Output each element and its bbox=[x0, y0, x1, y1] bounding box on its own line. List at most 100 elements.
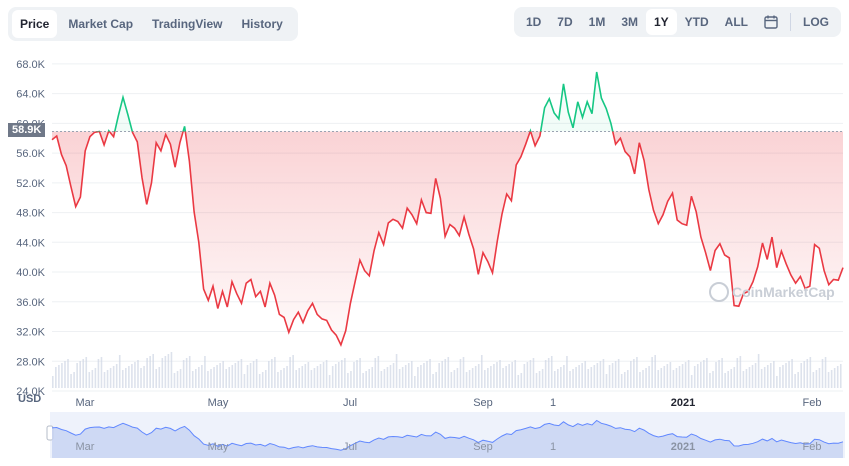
volume-bar bbox=[289, 357, 291, 388]
volume-bar bbox=[109, 368, 112, 388]
volume-bar bbox=[277, 372, 279, 388]
volume-bar bbox=[517, 375, 520, 388]
volume-bar bbox=[563, 365, 565, 388]
tab-tradingview[interactable]: TradingView bbox=[152, 17, 223, 31]
volume-bar bbox=[228, 367, 231, 388]
volume-bar bbox=[155, 369, 158, 388]
navigator-x-label: Mar bbox=[76, 441, 95, 453]
volume-bar bbox=[724, 373, 726, 388]
volume-bar bbox=[471, 368, 474, 388]
volume-bar bbox=[788, 361, 790, 388]
volume-bar bbox=[727, 371, 729, 388]
volume-bar bbox=[803, 361, 806, 388]
volume-bar bbox=[602, 359, 605, 388]
volume-bar bbox=[782, 365, 784, 388]
y-tick-label: 56.0K bbox=[16, 148, 45, 160]
volume-bar bbox=[271, 359, 273, 388]
volume-bar bbox=[283, 368, 285, 388]
range-3m-button[interactable]: 3M bbox=[621, 15, 638, 29]
volume-bar bbox=[198, 367, 200, 388]
volume-bar bbox=[295, 370, 297, 388]
volume-bar bbox=[709, 373, 711, 388]
range-1d-button[interactable]: 1D bbox=[525, 15, 542, 29]
volume-bar bbox=[490, 366, 492, 388]
volume-bar bbox=[131, 364, 133, 388]
volume-bar bbox=[73, 372, 75, 388]
volume-bar bbox=[401, 367, 404, 388]
range-all-button[interactable]: ALL bbox=[724, 15, 748, 29]
volume-bar bbox=[815, 370, 818, 388]
volume-bar bbox=[219, 363, 221, 388]
volume-bar bbox=[639, 372, 641, 388]
volume-bar bbox=[149, 356, 151, 388]
calendar-icon[interactable] bbox=[764, 15, 778, 29]
range-1m-button[interactable]: 1M bbox=[588, 15, 606, 29]
volume-bar bbox=[496, 362, 498, 388]
volume-bar bbox=[553, 371, 556, 388]
volume-bar bbox=[380, 371, 383, 388]
volume-bar bbox=[681, 364, 684, 388]
volume-bar bbox=[337, 362, 340, 388]
volume-bar bbox=[480, 355, 483, 388]
volume-bar bbox=[493, 364, 495, 388]
volume-bar bbox=[374, 358, 377, 388]
volume-bar bbox=[754, 363, 757, 388]
volume-bar bbox=[730, 369, 733, 388]
range-1y-button[interactable]: 1Y bbox=[645, 9, 677, 35]
volume-bar bbox=[818, 368, 821, 388]
volume-bar bbox=[745, 369, 748, 388]
volume-bar bbox=[350, 371, 352, 388]
navigator-x-label: 1 bbox=[550, 441, 556, 453]
volume-bar bbox=[806, 359, 809, 388]
volume-bar bbox=[173, 373, 176, 388]
volume-bar bbox=[310, 370, 313, 388]
volume-bar bbox=[605, 374, 608, 388]
tab-price[interactable]: Price bbox=[12, 10, 58, 38]
volume-bar bbox=[538, 371, 541, 388]
volume-bar bbox=[596, 363, 599, 388]
range-7d-button[interactable]: 7D bbox=[557, 15, 573, 29]
volume-bar bbox=[450, 372, 453, 388]
volume-bar bbox=[474, 366, 477, 388]
volume-bar bbox=[170, 352, 173, 388]
volume-bar bbox=[52, 376, 54, 388]
volume-bar bbox=[477, 364, 480, 388]
volume-bar bbox=[274, 357, 276, 388]
volume-bar bbox=[188, 356, 191, 388]
y-tick-label: 24.0K bbox=[16, 386, 45, 398]
volume-bar bbox=[292, 355, 294, 388]
volume-bar bbox=[684, 362, 687, 388]
y-tick-label: 36.0K bbox=[16, 297, 45, 309]
y-tick-label: 40.0K bbox=[16, 267, 45, 279]
volume-bar bbox=[584, 361, 587, 388]
log-scale-button[interactable]: LOG bbox=[803, 15, 829, 29]
volume-bar bbox=[529, 360, 532, 388]
x-tick-label: Feb bbox=[803, 397, 822, 409]
volume-bar bbox=[736, 358, 739, 388]
tab-history[interactable]: History bbox=[241, 17, 283, 31]
range-selector: 1D 7D 1M 3M 1Y YTD ALL LOG bbox=[513, 7, 841, 37]
volume-bar bbox=[118, 355, 121, 388]
y-tick-label: 44.0K bbox=[16, 237, 45, 249]
volume-bar bbox=[304, 364, 307, 388]
volume-bar bbox=[319, 364, 322, 388]
volume-bar bbox=[590, 367, 593, 388]
volume-bar bbox=[785, 363, 787, 388]
volume-bar bbox=[79, 361, 81, 388]
volume-bar bbox=[648, 366, 650, 388]
range-ytd-button[interactable]: YTD bbox=[684, 15, 709, 29]
volume-bar bbox=[280, 370, 282, 388]
volume-bar bbox=[398, 369, 401, 388]
volume-bar bbox=[410, 361, 413, 388]
volume-bar bbox=[61, 363, 63, 388]
volume-bar bbox=[499, 360, 501, 388]
volume-bar bbox=[237, 361, 240, 388]
volume-bar bbox=[666, 364, 669, 388]
volume-bar bbox=[112, 366, 115, 388]
volume-bar bbox=[757, 354, 760, 388]
tab-market-cap[interactable]: Market Cap bbox=[68, 17, 134, 31]
volume-bar bbox=[462, 357, 465, 388]
volume-bar bbox=[103, 372, 106, 388]
x-tick-label: Jul bbox=[343, 397, 357, 409]
